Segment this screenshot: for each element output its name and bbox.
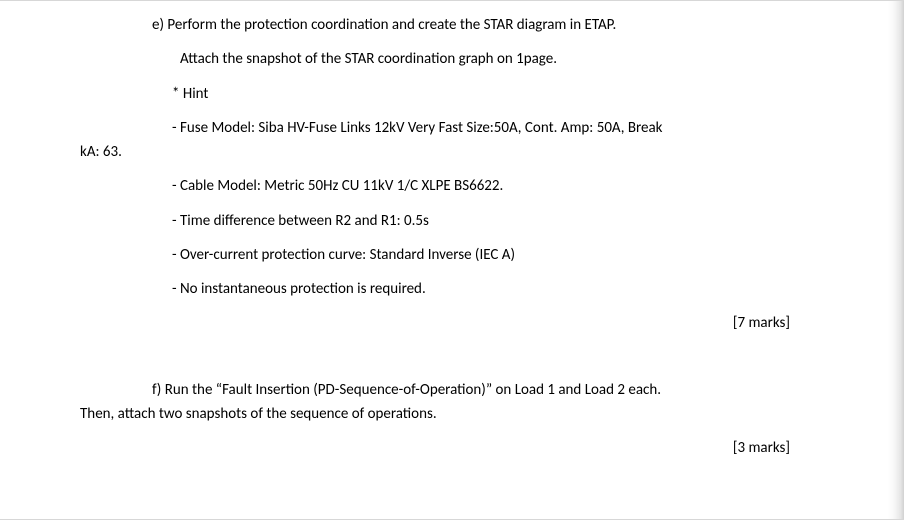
page-body: e) Perform the protection coordination a… xyxy=(80,15,834,478)
question-f-marks: [3 marks] xyxy=(80,438,834,458)
question-e-marks: [7 marks] xyxy=(80,313,834,333)
hint-cable-model: - Cable Model: Metric 50Hz CU 11kV 1/C X… xyxy=(80,176,834,196)
hint-label: * Hint xyxy=(80,84,834,104)
hint-overcurrent-curve: - Over-current protection curve: Standar… xyxy=(80,245,834,265)
question-e-attach-line: Attach the snapshot of the STAR coordina… xyxy=(80,49,834,69)
question-e-heading: e) Perform the protection coordination a… xyxy=(80,15,834,35)
hint-no-instantaneous: - No instantaneous protection is require… xyxy=(80,279,834,299)
hint-fuse-model: - Fuse Model: Siba HV-Fuse Links 12kV Ve… xyxy=(80,118,834,138)
question-f-then-line: Then, attach two snapshots of the sequen… xyxy=(80,404,834,424)
question-f-heading: f) Run the “Fault Insertion (PD-Sequence… xyxy=(80,380,834,400)
document-page: e) Perform the protection coordination a… xyxy=(0,0,904,520)
hint-time-difference: - Time difference between R2 and R1: 0.5… xyxy=(80,211,834,231)
hint-fuse-model-wrap: kA: 63. xyxy=(80,142,834,162)
section-gap xyxy=(80,354,834,380)
